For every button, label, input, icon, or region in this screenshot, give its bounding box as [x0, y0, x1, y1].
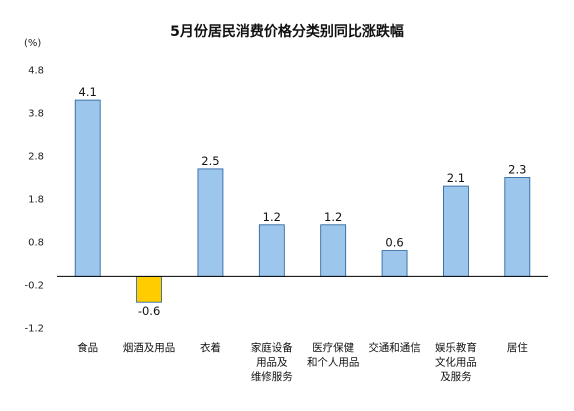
bars: [74, 99, 531, 303]
y-tick-label: 2.8: [28, 152, 44, 163]
y-tick-label: 4.8: [28, 66, 44, 77]
category-label: 交通和通信: [368, 341, 421, 354]
bar: [258, 224, 285, 277]
y-tick-label: 3.8: [28, 109, 44, 120]
y-tick-label: -0.2: [24, 281, 44, 292]
y-axis-ticks: 4.8 3.8 2.8 1.8 0.8 -0.2 -1.2: [24, 66, 44, 335]
bar: [74, 99, 101, 277]
category-label: 居住: [507, 341, 528, 354]
data-label: 2.5: [201, 154, 219, 168]
bar: [197, 168, 224, 277]
data-label: 1.2: [263, 210, 281, 224]
y-tick-label: 0.8: [28, 238, 44, 249]
data-labels: 4.1 -0.6 2.5 1.2 1.2 0.6 2.1 2.3: [79, 85, 527, 318]
y-tick-label: -1.2: [24, 324, 44, 335]
bar: [320, 224, 347, 277]
category-label: 烟酒及用品: [123, 341, 176, 354]
bar: [136, 275, 162, 303]
category-label: 娱乐教育文化用品及服务: [435, 341, 477, 383]
y-unit-label: (%): [24, 38, 41, 49]
bar: [443, 185, 469, 277]
y-tick-label: 1.8: [28, 195, 44, 206]
category-label: 食品: [77, 341, 98, 354]
chart-title: 5月份居民消费价格分类别同比涨跌幅: [170, 23, 404, 40]
data-label: 0.6: [385, 236, 403, 250]
category-label: 家庭设备用品及维修服务: [251, 341, 293, 383]
data-label: 1.2: [324, 210, 342, 224]
data-label: 4.1: [79, 85, 97, 99]
data-label: -0.6: [138, 304, 160, 318]
category-label: 医疗保健和个人用品: [307, 341, 360, 369]
category-label: 衣着: [200, 341, 221, 354]
data-label: 2.1: [447, 171, 465, 185]
bar: [504, 177, 531, 277]
data-label: 2.3: [508, 163, 526, 177]
bar: [381, 250, 408, 277]
